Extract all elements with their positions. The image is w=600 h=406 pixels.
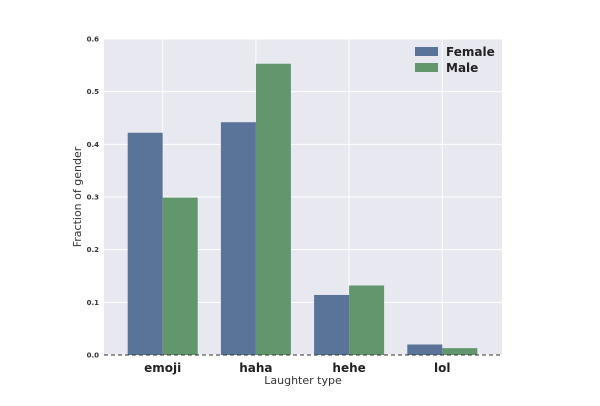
bar-female-hehe xyxy=(314,294,350,355)
y-tick-label: 0.4 xyxy=(87,141,100,149)
x-tick-label: haha xyxy=(239,361,272,375)
bar-male-lol xyxy=(442,348,478,355)
bar-male-haha xyxy=(255,63,291,356)
y-tick-label: 0.5 xyxy=(87,88,100,96)
legend-swatch-male xyxy=(415,63,438,72)
x-tick-label: lol xyxy=(434,361,450,375)
legend-label-female: Female xyxy=(446,45,495,59)
bar-female-haha xyxy=(220,122,256,355)
legend-label-male: Male xyxy=(446,61,478,75)
x-tick-label: hehe xyxy=(332,361,365,375)
bar-female-lol xyxy=(407,344,443,355)
bar-male-emoji xyxy=(162,197,198,355)
legend: Female Male xyxy=(415,45,495,75)
y-tick-label: 0.3 xyxy=(87,194,100,202)
y-axis-label: Fraction of gender xyxy=(71,146,84,247)
y-tick-label: 0.0 xyxy=(87,352,100,360)
y-tick-label: 0.2 xyxy=(87,246,100,254)
y-tick-label: 0.1 xyxy=(87,299,100,307)
bar-female-emoji xyxy=(127,132,163,355)
legend-swatch-female xyxy=(415,47,438,56)
y-tick-label: 0.6 xyxy=(87,36,100,44)
x-axis-label: Laughter type xyxy=(264,374,342,387)
bar-male-hehe xyxy=(349,285,385,355)
x-tick-label: emoji xyxy=(144,361,181,375)
